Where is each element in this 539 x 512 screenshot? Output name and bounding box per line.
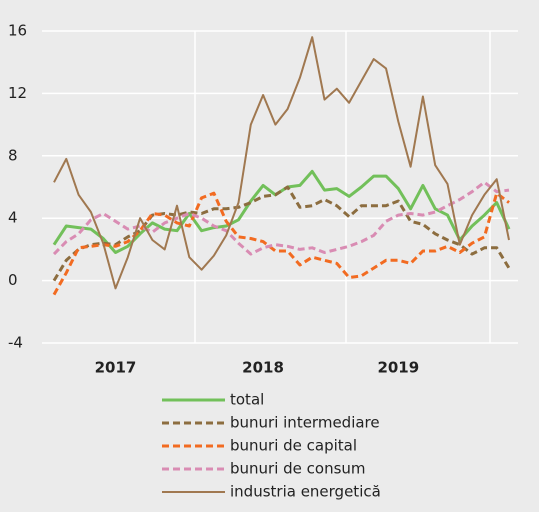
y-tick-label: 0 <box>8 271 18 289</box>
x-tick-label: 2018 <box>242 359 284 377</box>
x-tick-label: 2019 <box>377 359 419 377</box>
legend-label: bunuri intermediare <box>230 414 380 432</box>
series-line <box>52 185 511 282</box>
y-tick-label: 4 <box>8 209 18 227</box>
series-line <box>53 36 510 290</box>
legend-label: bunuri de consum <box>230 460 366 478</box>
y-tick-label: 16 <box>8 22 27 40</box>
y-tick-label: 12 <box>8 84 27 102</box>
y-tick-label: 8 <box>8 146 18 164</box>
series-line <box>52 169 511 254</box>
legend-label: total <box>230 391 264 409</box>
legend-label: industria energetică <box>230 483 381 501</box>
series-line <box>52 180 510 256</box>
series-line <box>52 191 510 296</box>
legend-label: bunuri de capital <box>230 437 357 455</box>
y-tick-label: -4 <box>8 334 23 352</box>
x-tick-label: 2017 <box>95 359 137 377</box>
